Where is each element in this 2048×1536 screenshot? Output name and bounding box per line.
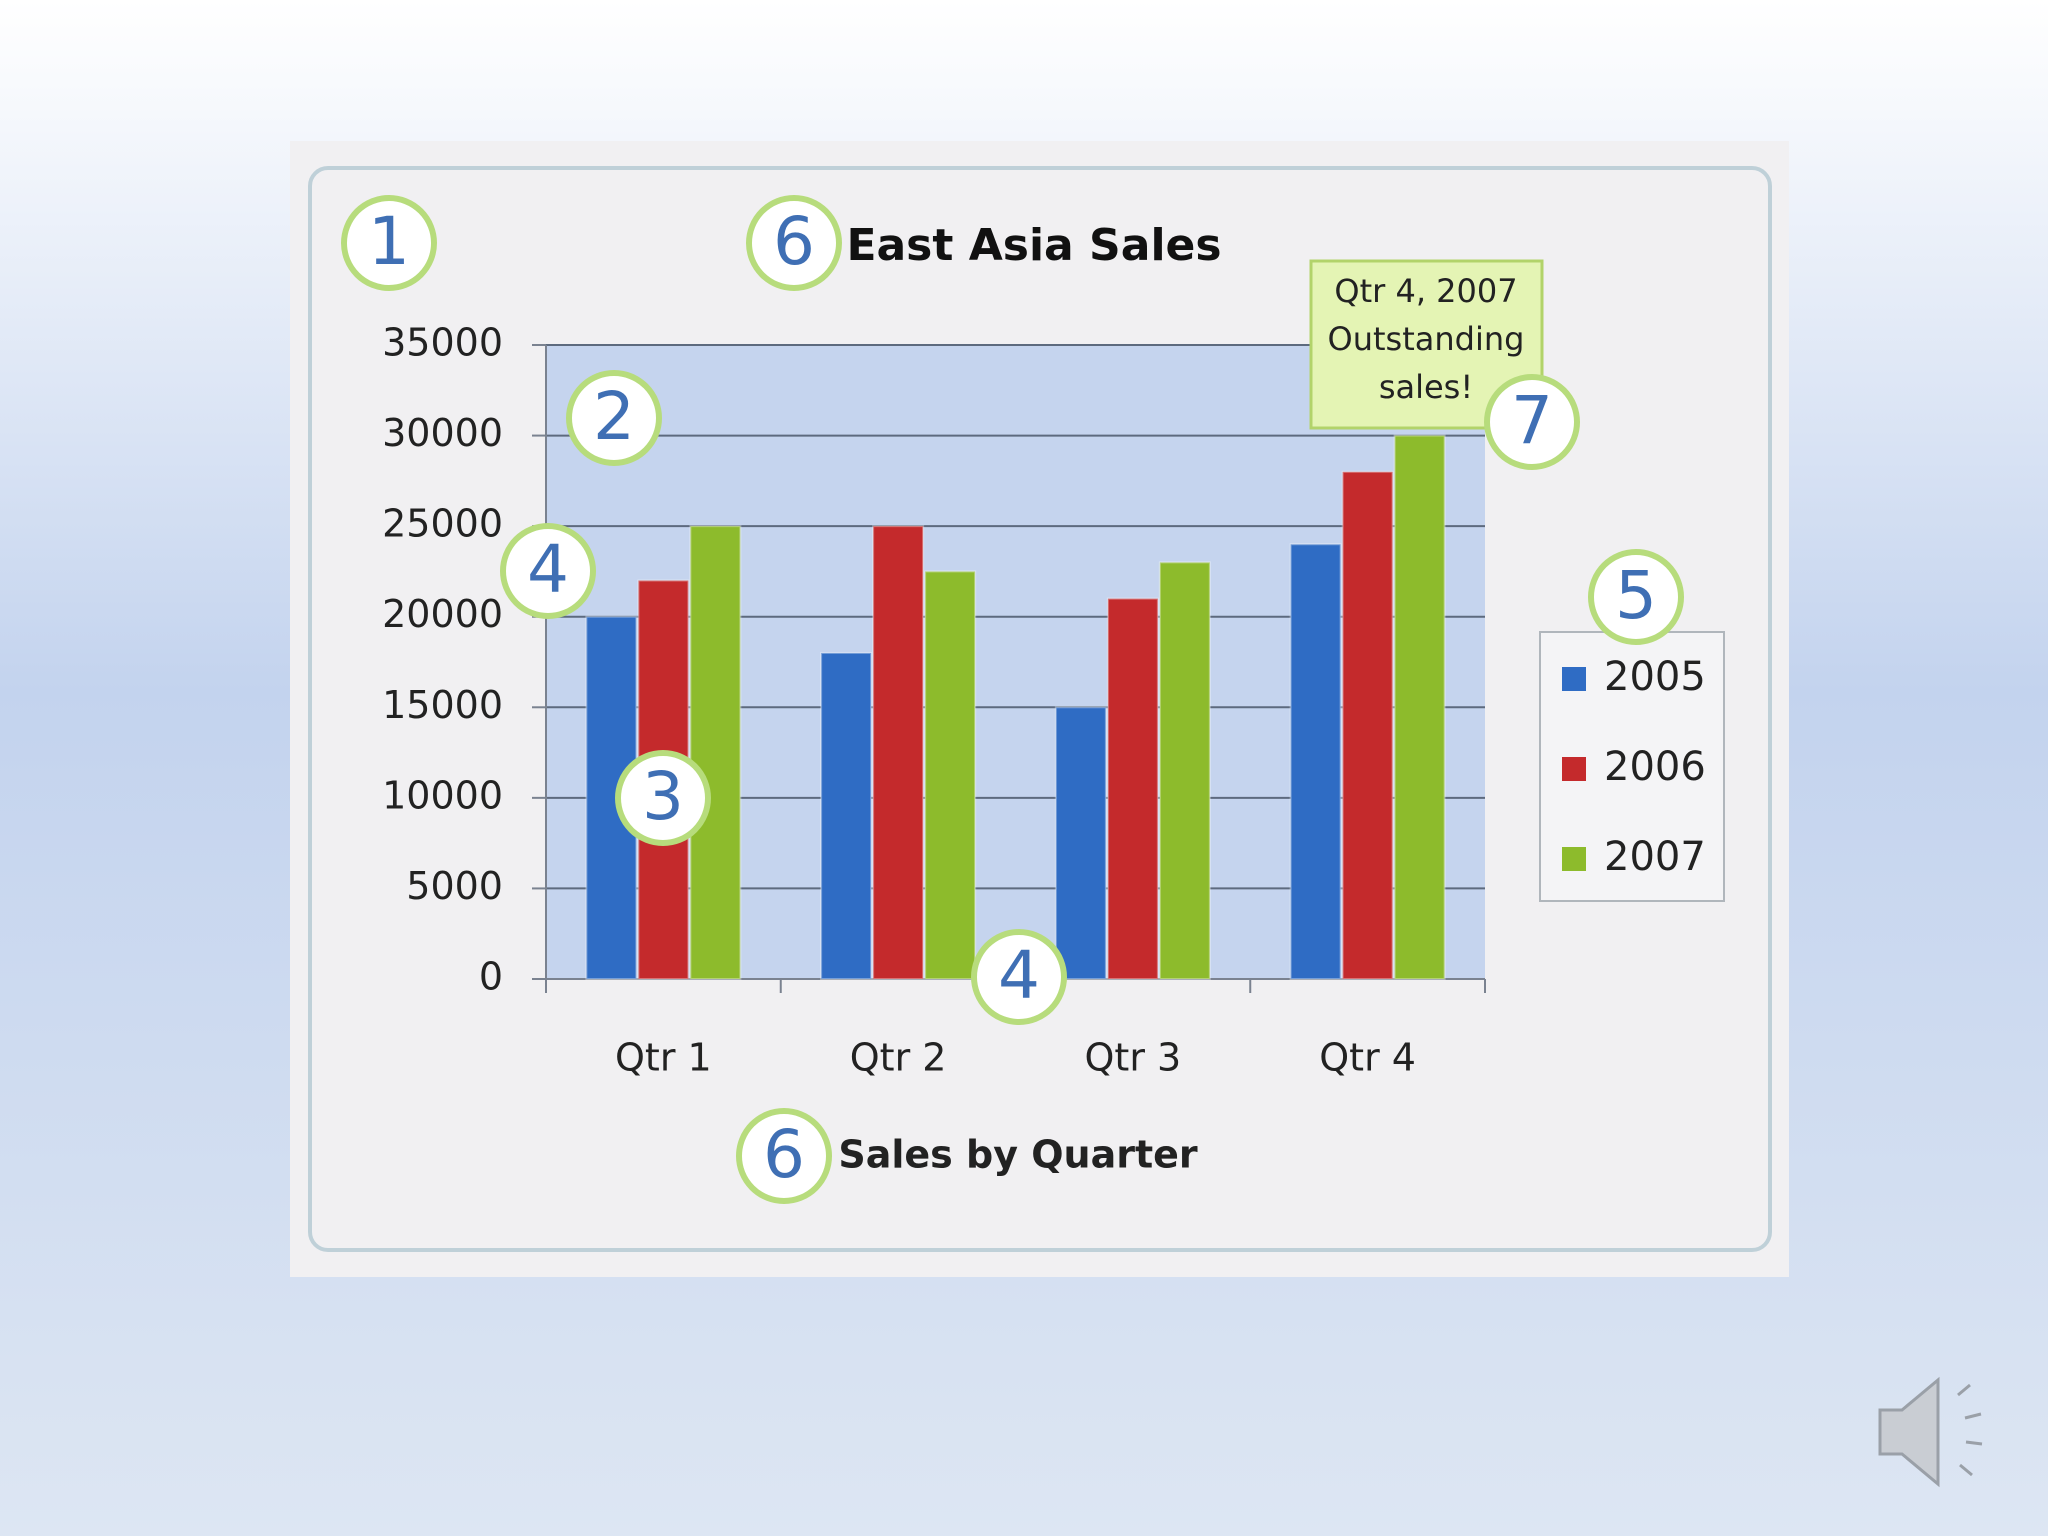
callout-number: 4 <box>527 531 569 608</box>
bar <box>1106 597 1159 980</box>
chart-title: East Asia Sales <box>846 220 1221 271</box>
bar <box>1341 470 1394 980</box>
callout-number: 6 <box>773 203 815 280</box>
x-tick-label: Qtr 3 <box>1085 1036 1182 1080</box>
callout-number: 5 <box>1615 557 1657 634</box>
y-tick-label: 30000 <box>382 411 503 455</box>
bar <box>1393 434 1446 981</box>
callout-number: 6 <box>763 1116 805 1193</box>
y-tick-label: 10000 <box>382 773 503 817</box>
speaker-icon <box>1878 1376 1983 1488</box>
callout-circle <box>736 1108 832 1204</box>
callout-number: 2 <box>593 378 635 455</box>
x-tick-label: Qtr 1 <box>615 1036 712 1080</box>
y-tick-label: 25000 <box>382 502 503 546</box>
x-tick-label: Qtr 2 <box>850 1036 947 1080</box>
callout-number: 4 <box>998 937 1040 1014</box>
y-tick-label: 0 <box>479 955 503 999</box>
callout-circle <box>1588 549 1684 645</box>
callout-circle <box>566 370 662 466</box>
x-tick-label: Qtr 4 <box>1319 1036 1416 1080</box>
bar <box>1289 543 1342 980</box>
annotation-text: Outstanding <box>1328 320 1525 358</box>
callout-circle <box>1484 374 1580 470</box>
callout-circle <box>971 929 1067 1025</box>
annotation-text: sales! <box>1379 368 1473 406</box>
x-axis-title: Sales by Quarter <box>838 1133 1198 1177</box>
y-tick-label: 5000 <box>406 864 503 908</box>
bar <box>924 570 977 981</box>
legend-label: 2005 <box>1604 654 1706 700</box>
bar <box>820 651 873 980</box>
callout-number: 1 <box>368 203 410 280</box>
legend-swatch <box>1562 667 1586 691</box>
y-tick-label: 20000 <box>382 592 503 636</box>
legend-label: 2006 <box>1604 744 1706 790</box>
legend-label: 2007 <box>1604 834 1706 880</box>
legend-swatch <box>1562 847 1586 871</box>
bar <box>1054 706 1107 980</box>
bar <box>689 525 742 981</box>
callout-circle <box>615 750 711 846</box>
bar <box>872 525 925 981</box>
callout-number: 3 <box>642 758 684 835</box>
callout-circle <box>500 523 596 619</box>
y-tick-label: 15000 <box>382 683 503 727</box>
callout-number: 7 <box>1511 382 1553 459</box>
callout-circle <box>746 195 842 291</box>
callout-circle <box>341 195 437 291</box>
annotation-text: Qtr 4, 2007 <box>1334 272 1517 310</box>
chart-frame <box>308 166 1772 1252</box>
legend-swatch <box>1562 757 1586 781</box>
bar <box>1158 561 1211 980</box>
y-tick-label: 35000 <box>382 321 503 365</box>
